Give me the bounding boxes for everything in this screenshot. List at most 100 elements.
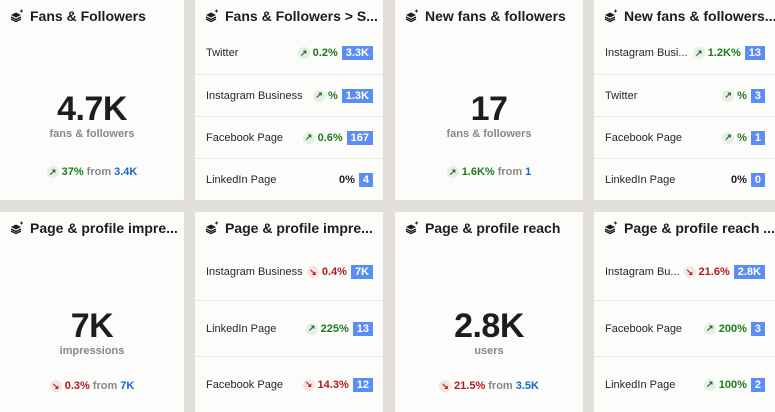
arrow-up-right-icon: ↗ bbox=[722, 89, 735, 102]
breakdown-widget[interactable]: Page & profile reach ... Instagram Bu...… bbox=[594, 212, 775, 412]
widget-title: Page & profile reach bbox=[405, 220, 560, 236]
from-label: from bbox=[497, 166, 523, 178]
source-name: LinkedIn Page bbox=[605, 378, 676, 391]
source-name: Facebook Page bbox=[605, 322, 683, 335]
list-item[interactable]: Instagram Busi... ↗ 1.2K% 13 bbox=[594, 32, 775, 74]
change: ↗ 0.6% bbox=[302, 131, 343, 144]
list-item[interactable]: Facebook Page ↗% 1 bbox=[594, 116, 775, 158]
source-name: LinkedIn Page bbox=[605, 173, 676, 186]
source-name: LinkedIn Page bbox=[206, 322, 277, 335]
change-percent: 1.2K% bbox=[707, 47, 741, 59]
metric-value: 4.7K bbox=[57, 90, 127, 128]
value-badge: 12 bbox=[352, 377, 373, 392]
source-name: Twitter bbox=[605, 89, 638, 102]
value-badge: 13 bbox=[744, 46, 765, 60]
from-label: from bbox=[86, 166, 112, 178]
arrow-down-right-icon: ↘ bbox=[439, 380, 452, 392]
list-item[interactable]: Instagram Business ↘ 0.4% 7K bbox=[195, 244, 383, 300]
change-percent: 21.6% bbox=[698, 266, 730, 278]
change: ↗ 100% bbox=[703, 378, 747, 391]
summary-widget[interactable]: Page & profile impre... 7K impressions ↘… bbox=[0, 212, 184, 412]
change: 0% bbox=[339, 174, 355, 186]
source-name: Facebook Page bbox=[206, 378, 284, 391]
metric-unit: fans & followers bbox=[49, 128, 135, 140]
arrow-up-right-icon: ↗ bbox=[297, 47, 310, 59]
arrow-up-right-icon: ↗ bbox=[305, 322, 318, 335]
breakdown-widget[interactable]: New fans & followers... Instagram Busi..… bbox=[594, 0, 775, 200]
list-item[interactable]: Twitter ↗% 3 bbox=[594, 74, 775, 116]
metric-value: 7K bbox=[70, 307, 114, 345]
metric-change: ↗ 37% from 3.4K bbox=[0, 166, 184, 178]
summary-widget[interactable]: New fans & followers 17 fans & followers… bbox=[395, 0, 583, 200]
change-percent: 0.4% bbox=[321, 266, 347, 278]
change-percent: 0.2% bbox=[312, 47, 338, 59]
list-item[interactable]: Twitter ↗ 0.2% 3.3K bbox=[195, 32, 383, 74]
value-badge: 3.3K bbox=[341, 46, 373, 60]
change: ↗ 200% bbox=[703, 322, 747, 335]
change-percent: 100% bbox=[718, 378, 747, 391]
arrow-down-right-icon: ↘ bbox=[49, 380, 62, 392]
value-badge: 7K bbox=[350, 265, 373, 279]
value-badge: 13 bbox=[352, 321, 373, 336]
metric-change: ↘ 0.3% from 7K bbox=[0, 380, 184, 392]
arrow-up-right-icon: ↗ bbox=[302, 131, 315, 144]
widget-title-text: Page & profile reach bbox=[425, 220, 561, 236]
metric-value: 17 bbox=[470, 90, 508, 128]
layers-sparkle-icon bbox=[10, 9, 23, 23]
list-item[interactable]: Facebook Page ↘ 14.3% 12 bbox=[195, 356, 383, 412]
change-percent: 0.6% bbox=[317, 131, 343, 144]
value-badge: 0 bbox=[750, 172, 765, 187]
list-item[interactable]: Facebook Page ↗ 200% 3 bbox=[594, 300, 775, 356]
source-name: Instagram Bu... bbox=[605, 266, 680, 278]
list-item[interactable]: LinkedIn Page ↗ 100% 2 bbox=[594, 356, 775, 412]
value-badge: 1 bbox=[750, 130, 765, 145]
arrow-down-right-icon: ↘ bbox=[302, 378, 315, 391]
list-item[interactable]: LinkedIn Page ↗ 225% 13 bbox=[195, 300, 383, 356]
change: ↗% bbox=[722, 89, 747, 102]
change: ↗% bbox=[312, 89, 338, 102]
metric-change: ↗ 1.6K% from 1 bbox=[395, 166, 583, 178]
arrow-up-right-icon: ↗ bbox=[722, 131, 735, 144]
list-item[interactable]: Instagram Bu... ↘ 21.6% 2.8K bbox=[594, 244, 775, 300]
layers-sparkle-icon bbox=[205, 221, 218, 235]
change-percent: 225% bbox=[320, 322, 349, 335]
layers-sparkle-icon bbox=[205, 9, 218, 23]
list-item[interactable]: LinkedIn Page 0% 0 bbox=[594, 158, 775, 200]
widget-title: Page & profile impre... bbox=[10, 220, 178, 236]
arrow-up-right-icon: ↗ bbox=[446, 166, 459, 178]
value-badge: 4 bbox=[358, 172, 373, 187]
metric-change: ↘ 21.5% from 3.5K bbox=[395, 380, 583, 392]
source-name: Instagram Business bbox=[206, 266, 303, 278]
summary-widget[interactable]: Page & profile reach 2.8K users ↘ 21.5% … bbox=[395, 212, 583, 412]
previous-value: 7K bbox=[120, 380, 135, 392]
breakdown-widget[interactable]: Fans & Followers > S... Twitter ↗ 0.2% 3.… bbox=[195, 0, 383, 200]
breakdown-widget[interactable]: Page & profile impre... Instagram Busine… bbox=[195, 212, 383, 412]
list-item[interactable]: LinkedIn Page 0% 4 bbox=[195, 158, 383, 200]
change: ↗% bbox=[722, 131, 747, 144]
widget-title: Page & profile impre... bbox=[205, 220, 373, 236]
from-label: from bbox=[488, 380, 513, 392]
change-percent: 200% bbox=[718, 322, 747, 335]
widget-title: New fans & followers bbox=[405, 8, 566, 24]
change-percent: 14.3% bbox=[317, 378, 349, 391]
list-item[interactable]: Instagram Business ↗% 1.3K bbox=[195, 74, 383, 116]
source-name: Facebook Page bbox=[206, 131, 284, 144]
widget-title: Page & profile reach ... bbox=[604, 220, 775, 236]
layers-sparkle-icon bbox=[604, 9, 617, 23]
change-percent: % bbox=[327, 89, 338, 102]
change: ↗ 225% bbox=[305, 322, 349, 335]
arrow-down-right-icon: ↘ bbox=[683, 266, 696, 278]
arrow-up-right-icon: ↗ bbox=[46, 166, 59, 178]
list-item[interactable]: Facebook Page ↗ 0.6% 167 bbox=[195, 116, 383, 158]
change: ↗ 1.2K% bbox=[692, 47, 741, 59]
source-name: Twitter bbox=[206, 47, 239, 59]
arrow-up-right-icon: ↗ bbox=[703, 378, 716, 391]
layers-sparkle-icon bbox=[405, 9, 418, 23]
value-badge: 3 bbox=[750, 321, 765, 336]
summary-widget[interactable]: Fans & Followers 4.7K fans & followers ↗… bbox=[0, 0, 184, 200]
widget-title-text: Page & profile reach ... bbox=[624, 220, 775, 236]
widget-title: Fans & Followers > S... bbox=[205, 8, 378, 24]
change-percent: 1.6K% bbox=[461, 166, 495, 178]
widget-title-text: Fans & Followers bbox=[30, 8, 146, 24]
change: 0% bbox=[731, 174, 747, 186]
